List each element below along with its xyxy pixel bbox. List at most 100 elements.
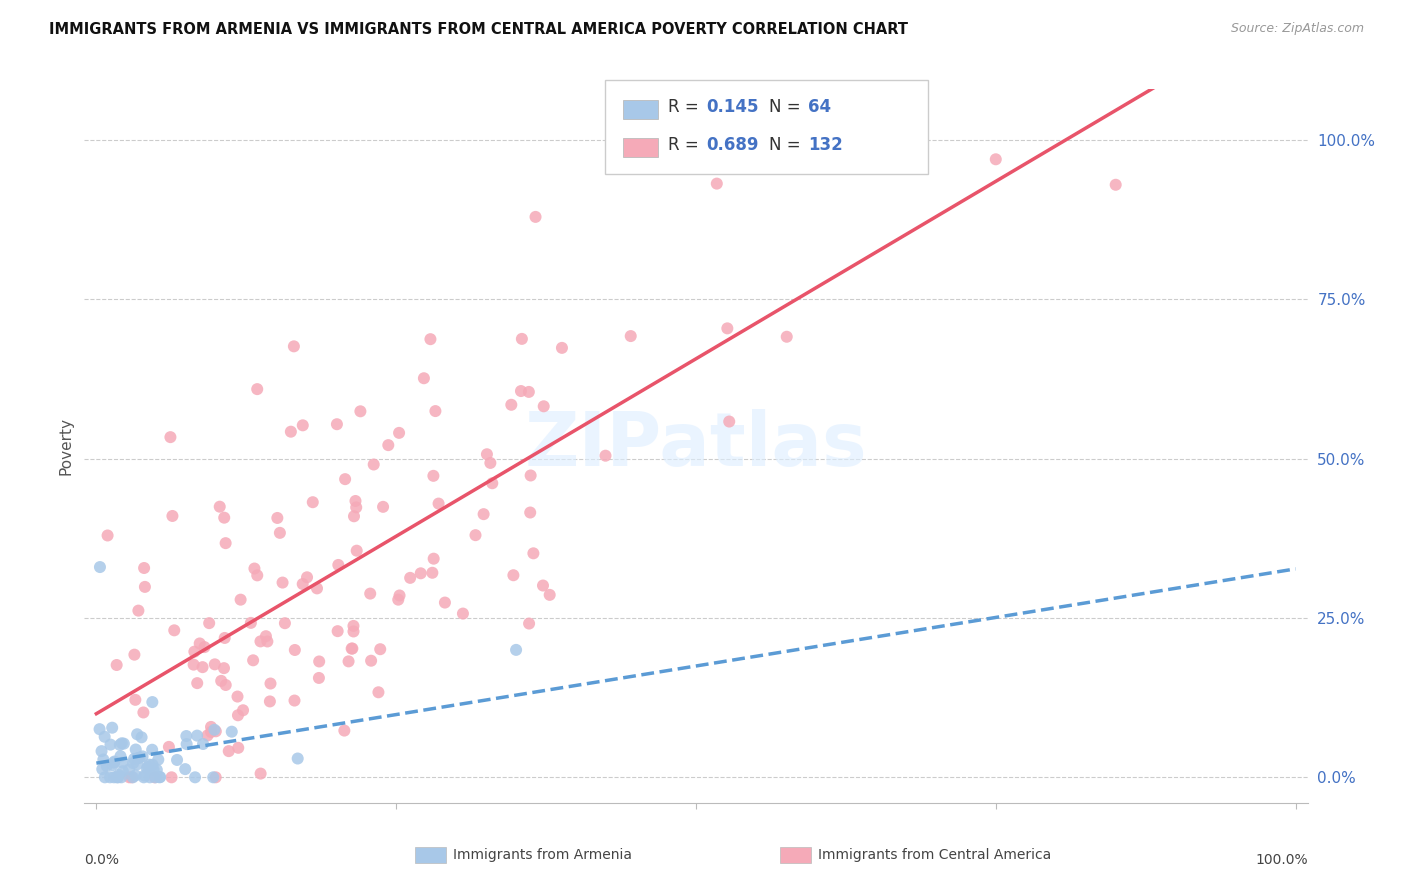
Point [259, 694, 281, 708]
Point [136, 761, 159, 775]
Point [371, 500, 394, 514]
Point [212, 510, 235, 524]
Point [346, 543, 368, 558]
Point [242, 653, 264, 667]
Point [422, 566, 444, 580]
Point [399, 571, 422, 585]
Point [94, 770, 117, 784]
Point [132, 770, 155, 784]
Point [517, 384, 540, 399]
Point [125, 742, 148, 756]
Text: ZIPatlas: ZIPatlas [524, 409, 868, 483]
Point [256, 634, 278, 648]
Point [191, 660, 214, 674]
Point [409, 566, 432, 581]
Point [479, 456, 502, 470]
Point [146, 763, 169, 777]
Point [328, 558, 350, 572]
Point [349, 404, 371, 418]
Point [128, 750, 150, 764]
Point [551, 341, 574, 355]
Point [305, 582, 328, 596]
Point [502, 568, 524, 582]
Text: N =: N = [769, 98, 806, 116]
Point [326, 417, 349, 432]
Point [706, 177, 728, 191]
Point [427, 497, 450, 511]
Point [122, 752, 145, 766]
Point [127, 757, 149, 772]
Point [291, 418, 314, 433]
Point [274, 616, 297, 631]
Point [283, 339, 305, 353]
Point [249, 766, 271, 780]
Text: Immigrants from Central America: Immigrants from Central America [818, 847, 1052, 862]
Point [101, 721, 124, 735]
Point [360, 654, 382, 668]
Point [776, 330, 799, 344]
Point [451, 607, 474, 621]
Text: 0.689: 0.689 [706, 136, 758, 154]
Point [226, 708, 249, 723]
Point [208, 500, 231, 514]
Point [620, 329, 643, 343]
Point [464, 528, 486, 542]
Point [280, 425, 302, 439]
Point [145, 770, 167, 784]
Point [204, 770, 226, 784]
Point [229, 592, 252, 607]
Point [183, 657, 205, 672]
Text: 64: 64 [808, 98, 831, 116]
Point [143, 770, 166, 784]
Point [246, 568, 269, 582]
Text: 132: 132 [808, 136, 844, 154]
Point [118, 770, 141, 784]
Point [308, 671, 330, 685]
Point [141, 743, 163, 757]
Point [93, 753, 115, 767]
Point [214, 536, 236, 550]
Point [124, 693, 146, 707]
Point [524, 210, 547, 224]
Point [198, 616, 221, 631]
Point [191, 737, 214, 751]
Point [188, 636, 211, 650]
Point [176, 737, 198, 751]
Point [174, 762, 197, 776]
Point [162, 508, 184, 523]
Point [209, 673, 232, 688]
Point [157, 739, 180, 754]
Point [368, 642, 391, 657]
Point [239, 615, 262, 630]
Point [266, 511, 288, 525]
Point [90, 744, 112, 758]
Point [388, 425, 411, 440]
Point [343, 509, 366, 524]
Point [522, 546, 544, 560]
Point [215, 678, 238, 692]
Point [422, 468, 444, 483]
Point [271, 575, 294, 590]
Point [326, 624, 349, 639]
Point [97, 528, 120, 542]
Point [184, 770, 207, 784]
Point [243, 561, 266, 575]
Point [716, 321, 738, 335]
Point [204, 724, 226, 739]
Point [828, 133, 851, 147]
Point [505, 643, 527, 657]
Point [425, 404, 447, 418]
Point [108, 738, 131, 752]
Point [101, 758, 124, 772]
Point [481, 476, 503, 491]
Point [111, 756, 134, 770]
Point [193, 640, 215, 654]
Point [142, 763, 165, 777]
Text: 100.0%: 100.0% [1256, 853, 1308, 867]
Point [89, 722, 111, 736]
Point [212, 661, 235, 675]
Point [176, 729, 198, 743]
Point [124, 648, 146, 662]
Point [342, 641, 364, 656]
Point [107, 770, 129, 784]
